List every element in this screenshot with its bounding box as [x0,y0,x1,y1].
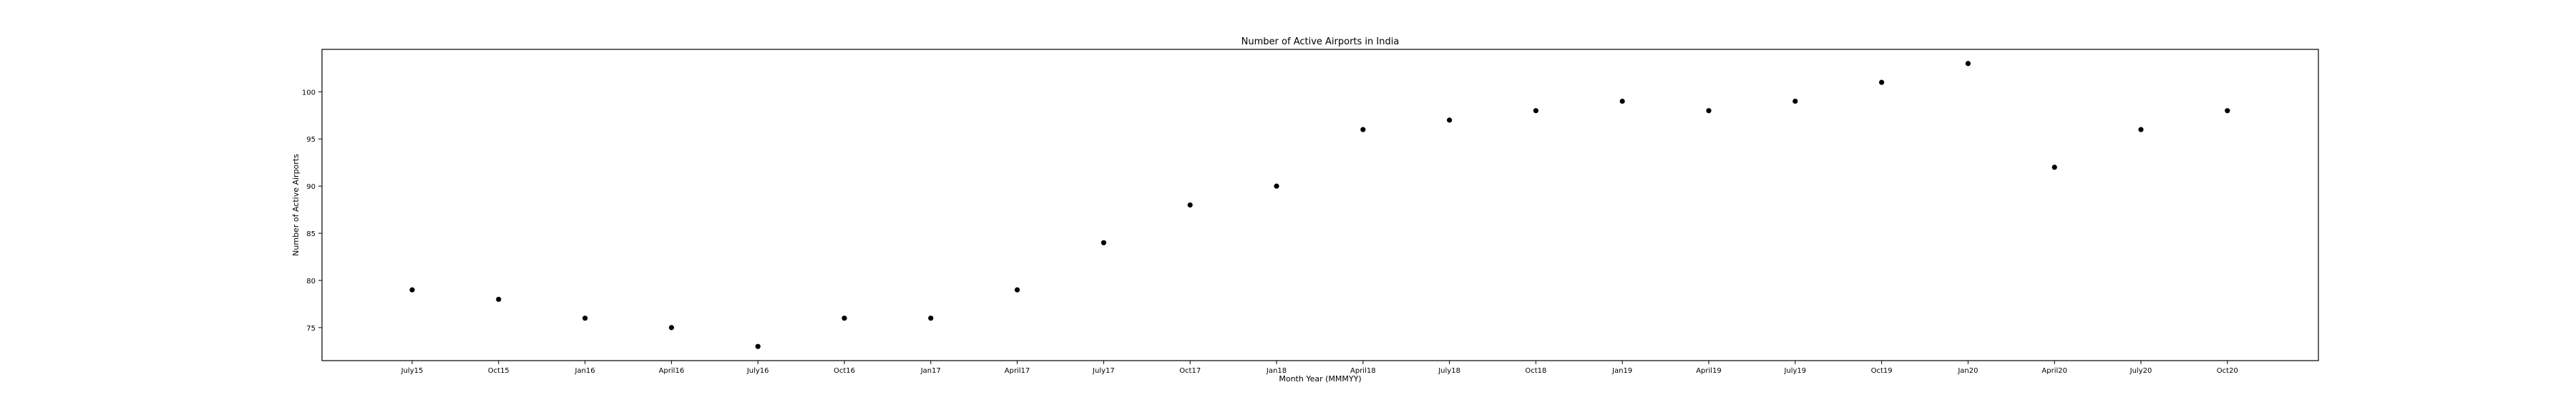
data-point [1619,98,1625,104]
x-tick-label: Oct17 [1179,367,1201,375]
x-tick-label: Oct20 [2217,367,2238,375]
data-point [668,325,675,331]
x-tick-label: Oct19 [1871,367,1893,375]
y-tick-label: 75 [306,325,316,333]
x-tick-label: July18 [1438,367,1460,375]
data-point [1101,240,1106,245]
x-tick-label: Jan20 [1957,367,1978,375]
x-tick-label: April19 [1696,367,1722,375]
x-tick-label: July17 [1092,367,1115,375]
x-tick-label: Jan19 [1611,367,1632,375]
data-point [1360,127,1366,132]
y-axis-label: Number of Active Airports [291,154,301,256]
data-point [1274,183,1279,189]
data-point [841,316,847,321]
data-point [1879,79,1885,85]
data-point [582,316,588,321]
x-tick-label: April17 [1005,367,1030,375]
x-tick-label: July19 [1783,367,1806,375]
y-tick-label: 80 [306,278,316,285]
data-point [409,287,415,293]
data-point [1447,117,1453,123]
x-axis-label: Month Year (MMMYY) [1279,374,1361,384]
data-point [928,316,934,321]
y-axis: 75 80 85 90 95 100 [302,89,322,333]
data-point [1187,202,1193,208]
y-tick-label: 95 [306,136,316,144]
data-point [1965,61,1971,67]
x-tick-label: April16 [659,367,685,375]
data-point [755,343,761,349]
data-points [409,61,2230,349]
x-tick-label: April18 [1350,367,1376,375]
y-tick-label: 90 [306,183,316,191]
y-tick-label: 85 [306,230,316,238]
data-point [1015,287,1020,293]
data-point [1706,108,1712,114]
x-axis: July15 Oct15 Jan16 April16 July16 Oct16 Jan17 A… [401,361,2238,375]
x-tick-label: Oct16 [834,367,855,375]
x-tick-label: July15 [401,367,424,375]
data-point [496,296,502,302]
x-tick-label: April20 [2041,367,2067,375]
x-tick-label: July20 [2129,367,2152,375]
data-point [1533,108,1538,114]
data-point [2051,165,2057,170]
data-point [2225,108,2230,114]
chart-title: Number of Active Airports in India [1241,36,1400,47]
x-tick-label: Oct18 [1525,367,1546,375]
x-tick-label: Jan18 [1266,367,1287,375]
data-point [2138,127,2144,132]
plot-frame [321,49,2319,361]
data-point [1792,98,1798,104]
x-tick-label: July16 [746,367,769,375]
y-tick-label: 100 [302,89,316,97]
x-tick-label: Jan16 [575,367,595,375]
x-tick-label: Jan17 [920,367,941,375]
x-tick-label: Oct15 [488,367,509,375]
